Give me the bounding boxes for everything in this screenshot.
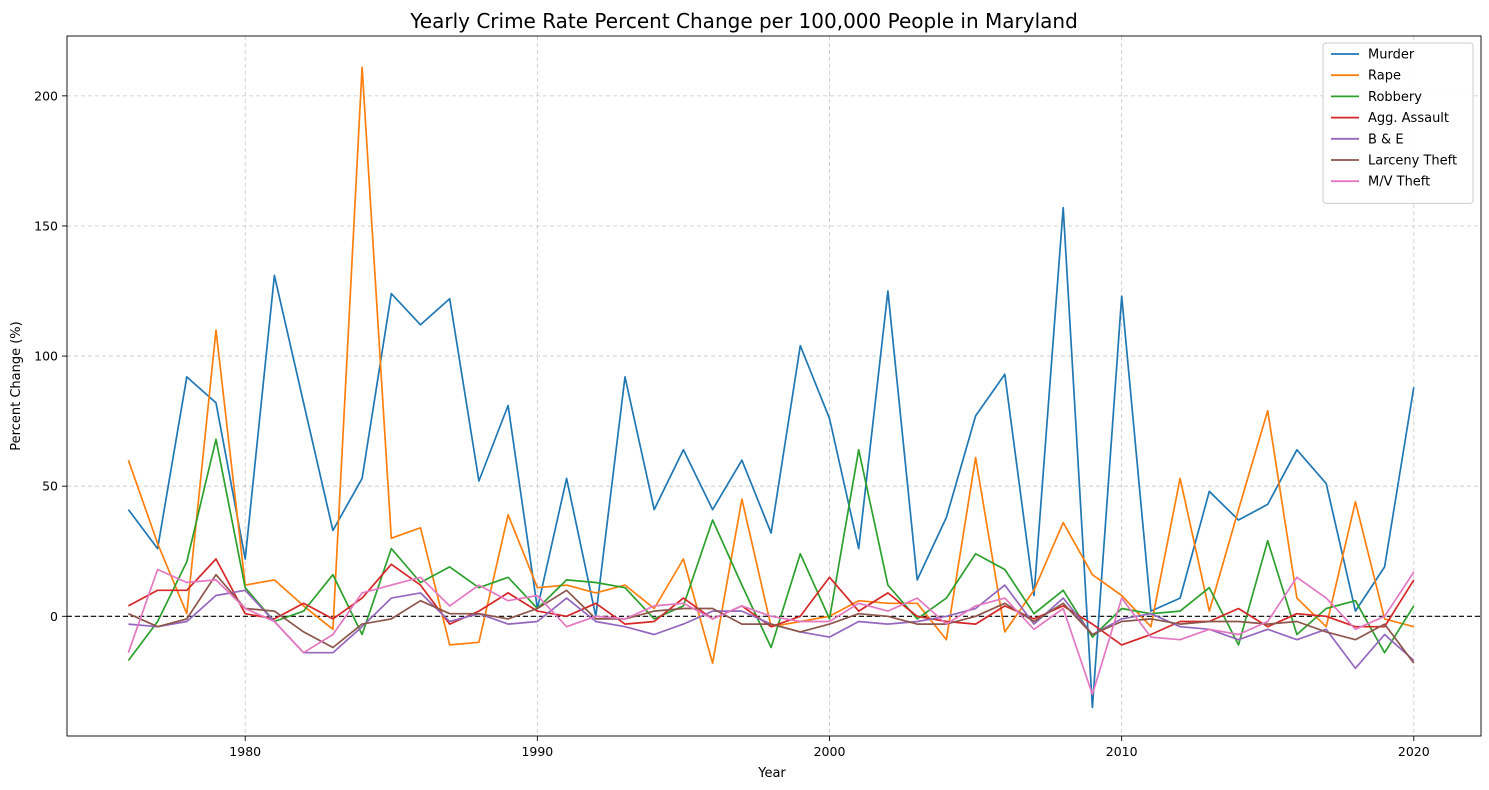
x-axis-ticks: 1980 1990 2000 2010 2020	[229, 736, 1430, 759]
legend-label: B & E	[1368, 132, 1404, 147]
series-lines	[127, 66, 1415, 709]
legend-label: M/V Theft	[1368, 175, 1430, 190]
y-axis-label: Percent Change (%)	[9, 321, 24, 450]
y-tick-label: 50	[42, 479, 58, 494]
legend: Murder Rape Robbery Agg. Assault B & E Larcen…	[1322, 42, 1474, 204]
legend-item: Robbery	[1331, 90, 1422, 105]
legend-item: M/V Theft	[1331, 175, 1430, 190]
legend-item: Rape	[1331, 69, 1401, 84]
y-tick-label: 0	[50, 609, 58, 624]
series-line-murder	[127, 206, 1415, 709]
legend-label: Agg. Assault	[1368, 111, 1449, 126]
legend-item: Murder	[1331, 48, 1415, 63]
series-line-larceny-theft	[128, 573, 1415, 664]
x-tick-label: 1980	[229, 744, 261, 759]
chart-title: Yearly Crime Rate Percent Change per 100…	[409, 9, 1078, 33]
legend-label: Murder	[1368, 48, 1415, 63]
x-tick-label: 2010	[1106, 744, 1138, 759]
legend-label: Rape	[1368, 69, 1401, 84]
y-tick-label: 150	[34, 218, 58, 233]
grid-lines	[67, 36, 1481, 736]
legend-label: Larceny Theft	[1368, 154, 1457, 169]
legend-item: B & E	[1331, 132, 1404, 147]
legend-box	[1322, 42, 1474, 204]
legend-label: Robbery	[1368, 90, 1422, 105]
legend-item: Larceny Theft	[1331, 154, 1457, 169]
y-tick-label: 200	[34, 88, 58, 103]
series-line-agg-assault	[127, 558, 1415, 646]
x-axis-label: Year	[757, 766, 786, 781]
y-axis-ticks: 0 50 100 150 200	[34, 88, 67, 624]
x-tick-label: 2000	[814, 744, 846, 759]
x-tick-label: 1990	[521, 744, 553, 759]
plot-area-frame	[66, 35, 1482, 737]
series-line-rape	[127, 66, 1415, 664]
x-tick-label: 2020	[1398, 744, 1430, 759]
y-tick-label: 100	[34, 349, 58, 364]
series-line-robbery	[127, 438, 1415, 662]
legend-item: Agg. Assault	[1331, 111, 1449, 126]
series-line-m-v-theft	[127, 568, 1415, 696]
